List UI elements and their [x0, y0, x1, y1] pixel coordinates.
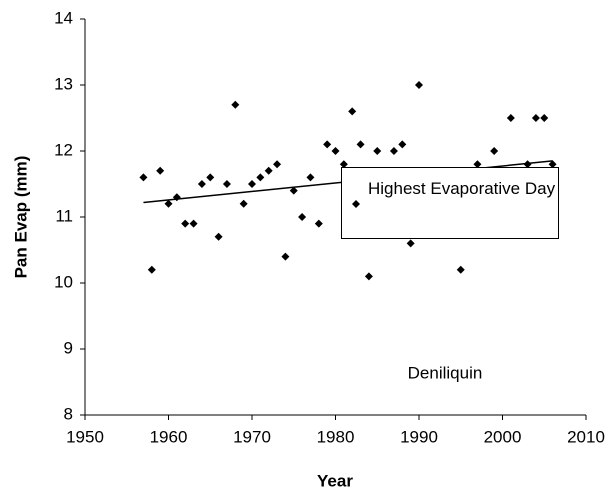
- data-point: [214, 232, 223, 241]
- data-point: [331, 147, 340, 155]
- data-point: [239, 199, 248, 208]
- legend: Highest Evaporative Day: [341, 167, 559, 239]
- data-point: [531, 114, 540, 122]
- data-point: [415, 81, 423, 89]
- data-point: [264, 166, 273, 175]
- data-point: [222, 180, 231, 188]
- data-point: [256, 173, 265, 182]
- x-tick-label: 2000: [484, 427, 522, 446]
- data-point: [197, 180, 206, 188]
- y-tick-label: 9: [64, 338, 73, 357]
- data-point: [348, 107, 357, 116]
- y-tick-label: 10: [54, 272, 73, 291]
- y-tick-label: 8: [64, 404, 73, 423]
- data-point: [398, 140, 407, 149]
- legend-marker: [352, 200, 360, 208]
- data-point: [139, 173, 148, 182]
- data-point: [164, 199, 173, 208]
- x-tick-label: 1960: [150, 427, 188, 446]
- data-point: [490, 147, 499, 155]
- data-point: [314, 219, 323, 228]
- data-point: [323, 140, 332, 149]
- data-point: [181, 219, 190, 228]
- data-point: [373, 147, 382, 155]
- y-tick-label: 14: [54, 8, 73, 27]
- data-point: [406, 239, 415, 248]
- x-axis-label: Year: [317, 471, 353, 490]
- x-tick-label: 1990: [400, 427, 438, 446]
- data-point: [356, 140, 365, 149]
- data-point: [540, 114, 549, 122]
- data-point: [364, 272, 373, 281]
- data-point: [523, 160, 532, 169]
- annotation: Deniliquin: [408, 363, 483, 382]
- y-tick-label: 12: [54, 140, 73, 159]
- data-point: [298, 213, 307, 221]
- y-tick-label: 11: [55, 206, 73, 225]
- data-point: [206, 173, 215, 182]
- data-point: [473, 160, 482, 169]
- data-point: [248, 180, 256, 188]
- x-tick-label: 1980: [317, 427, 355, 446]
- data-point: [548, 160, 557, 169]
- data-point: [289, 186, 298, 195]
- data-point: [389, 147, 398, 155]
- data-point: [189, 219, 198, 228]
- data-point: [506, 114, 515, 122]
- legend-label: Highest Evaporative Day: [368, 179, 556, 198]
- data-point: [306, 173, 315, 182]
- data-point: [456, 265, 465, 274]
- data-point: [339, 160, 348, 169]
- data-point: [281, 252, 290, 261]
- data-point: [231, 100, 240, 109]
- x-tick-label: 1970: [233, 427, 271, 446]
- y-axis-label: Pan Evap (mm): [11, 156, 30, 279]
- y-tick-label: 13: [54, 74, 73, 93]
- data-point: [156, 166, 165, 175]
- x-tick-label: 1950: [66, 427, 104, 446]
- x-tick-label: 2010: [567, 427, 605, 446]
- data-point: [147, 265, 156, 274]
- data-point: [273, 160, 282, 169]
